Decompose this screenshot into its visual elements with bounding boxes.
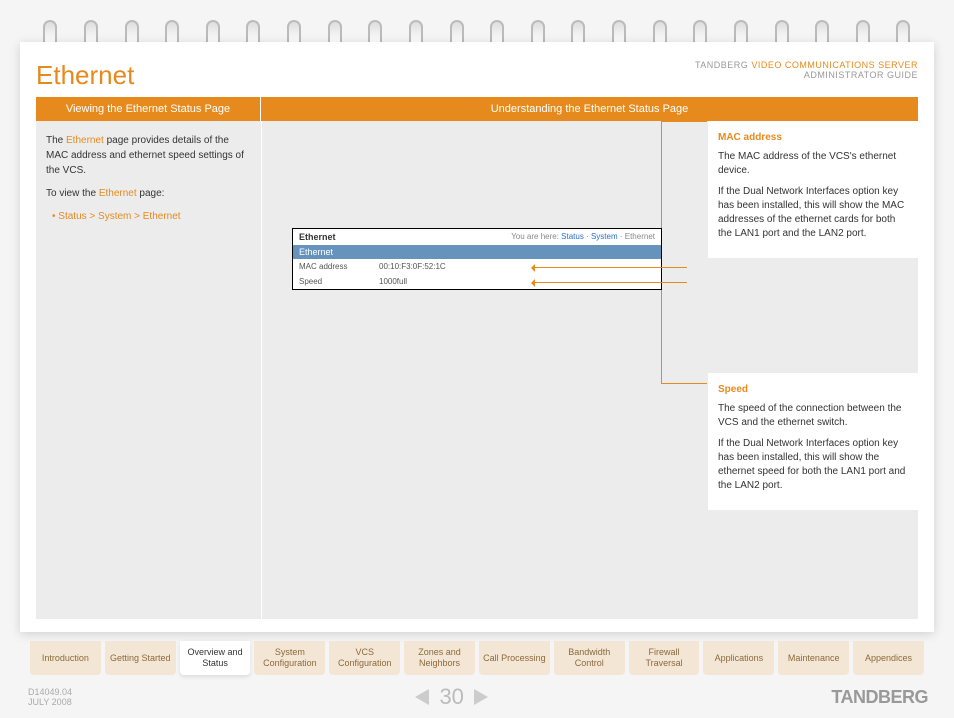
breadcrumb-path[interactable]: Status > System > Ethernet [58, 211, 180, 222]
page-title: Ethernet [36, 60, 134, 91]
sidebar-view: To view the Ethernet page: [46, 186, 251, 201]
prev-page-button[interactable] [415, 689, 429, 705]
mac-explain-p2: If the Dual Network Interfaces option ke… [718, 185, 908, 241]
sidebar-breadcrumb: • Status > System > Ethernet [52, 209, 251, 224]
speed-explain-p1: The speed of the connection between the … [718, 402, 908, 430]
tab-maintenance[interactable]: Maintenance [778, 641, 849, 675]
crumb-prefix: You are here: [511, 232, 559, 241]
brand-doc: ADMINISTRATOR GUIDE [804, 70, 918, 80]
ethernet-link[interactable]: Ethernet [66, 135, 104, 146]
ethernet-link-2[interactable]: Ethernet [99, 188, 137, 199]
tab-appendices[interactable]: Appendices [853, 641, 924, 675]
pager: 30 [415, 684, 487, 710]
sidebar-view-post: page: [137, 188, 165, 199]
tab-introduction[interactable]: Introduction [30, 641, 101, 675]
screenshot-crumb: You are here: Status · System · Ethernet [511, 232, 655, 242]
crumb-status[interactable]: Status [561, 232, 584, 241]
doc-info: D14049.04 JULY 2008 [28, 687, 72, 707]
speed-explain-p2: If the Dual Network Interfaces option ke… [718, 437, 908, 493]
speed-explain-title: Speed [718, 383, 908, 397]
screenshot-band: Ethernet [293, 245, 661, 259]
section-bar: Viewing the Ethernet Status Page Underst… [36, 97, 918, 121]
sidebar-intro: The Ethernet page provides details of th… [46, 133, 251, 178]
arrow-icon [533, 267, 687, 268]
tab-vcs-config[interactable]: VCS Configuration [329, 641, 400, 675]
tab-system-config[interactable]: System Configuration [254, 641, 325, 675]
tandberg-logo: TANDBERG [831, 687, 928, 708]
screenshot-row-mac: MAC address 00:10:F3:0F:52:1C [293, 259, 661, 274]
tab-firewall[interactable]: Firewall Traversal [629, 641, 700, 675]
tab-zones-neighbors[interactable]: Zones and Neighbors [404, 641, 475, 675]
speed-label: Speed [299, 277, 379, 286]
section-left-title: Viewing the Ethernet Status Page [36, 97, 261, 121]
tab-overview-status[interactable]: Overview and Status [180, 641, 251, 675]
doc-id: D14049.04 [28, 687, 72, 697]
connector-line [661, 121, 707, 122]
sidebar-view-pre: To view the [46, 188, 99, 199]
nav-tabs: Introduction Getting Started Overview an… [20, 641, 934, 675]
mac-explain-panel: MAC address The MAC address of the VCS's… [708, 121, 918, 258]
mac-value: 00:10:F3:0F:52:1C [379, 262, 469, 271]
speed-explain-panel: Speed The speed of the connection betwee… [708, 373, 918, 510]
brand-company: TANDBERG [695, 60, 748, 70]
ethernet-status-screenshot: Ethernet You are here: Status · System ·… [292, 228, 662, 290]
brand-block: TANDBERG VIDEO COMMUNICATIONS SERVER ADM… [695, 60, 918, 80]
connector-line [661, 383, 707, 384]
speed-value: 1000full [379, 277, 469, 286]
sidebar-text: The Ethernet page provides details of th… [36, 121, 261, 619]
section-right-title: Understanding the Ethernet Status Page [261, 97, 918, 121]
tab-getting-started[interactable]: Getting Started [105, 641, 176, 675]
screenshot-row-speed: Speed 1000full [293, 274, 661, 289]
arrow-icon [533, 282, 687, 283]
sidebar-intro-pre: The [46, 135, 66, 146]
brand-product: VIDEO COMMUNICATIONS SERVER [751, 60, 918, 70]
screenshot-title: Ethernet [299, 232, 336, 242]
mac-label: MAC address [299, 262, 379, 271]
mac-explain-p1: The MAC address of the VCS's ethernet de… [718, 150, 908, 178]
page-number: 30 [439, 684, 463, 710]
tab-call-processing[interactable]: Call Processing [479, 641, 550, 675]
next-page-button[interactable] [474, 689, 488, 705]
content-area: The Ethernet page provides details of th… [36, 121, 918, 619]
doc-date: JULY 2008 [28, 697, 72, 707]
page-container: Ethernet TANDBERG VIDEO COMMUNICATIONS S… [20, 42, 934, 632]
crumb-ethernet: Ethernet [625, 232, 655, 241]
tab-applications[interactable]: Applications [703, 641, 774, 675]
screenshot-header: Ethernet You are here: Status · System ·… [293, 229, 661, 245]
page-footer: D14049.04 JULY 2008 30 TANDBERG [28, 684, 928, 710]
crumb-system[interactable]: System [591, 232, 618, 241]
tab-bandwidth[interactable]: Bandwidth Control [554, 641, 625, 675]
main-panel: Ethernet You are here: Status · System ·… [261, 121, 918, 619]
mac-explain-title: MAC address [718, 131, 908, 145]
page-header: Ethernet TANDBERG VIDEO COMMUNICATIONS S… [36, 60, 918, 91]
